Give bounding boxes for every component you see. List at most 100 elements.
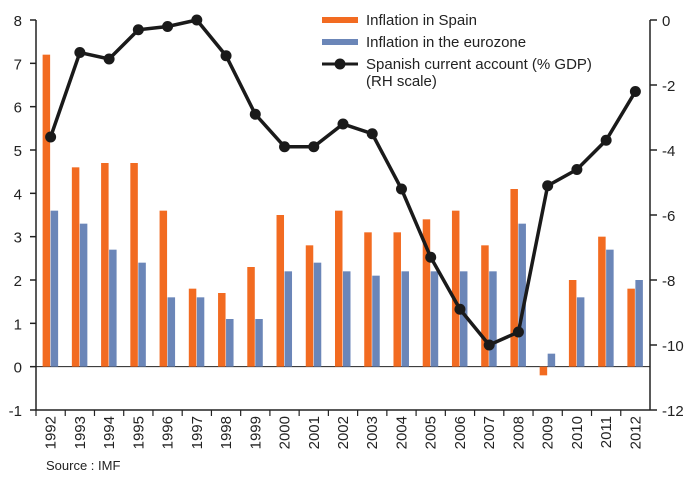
point	[425, 251, 437, 263]
x-tick-label: 2002	[335, 416, 352, 449]
bar	[518, 223, 526, 367]
y-tick-label: -1	[9, 403, 22, 420]
bar	[451, 210, 460, 367]
x-tick-label: 2009	[540, 416, 557, 449]
y2-tick-label: -12	[662, 403, 684, 420]
bar	[159, 210, 168, 367]
legend-label: Inflation in the eurozone	[366, 34, 526, 51]
bar	[196, 297, 205, 367]
bar	[401, 271, 409, 367]
x-tick-label: 1996	[160, 416, 177, 449]
point	[220, 50, 232, 62]
point	[191, 14, 203, 26]
point	[132, 24, 144, 36]
bar	[276, 215, 285, 367]
legend-swatch	[334, 58, 346, 70]
y2-tick-label: 0	[662, 13, 670, 30]
x-tick-label: 1992	[43, 416, 60, 449]
point	[454, 303, 466, 315]
y2-tick-label: -6	[662, 208, 675, 225]
bar	[284, 271, 293, 367]
point	[483, 339, 495, 351]
x-tick-label: 2004	[393, 416, 410, 449]
x-tick-label: 2011	[598, 416, 615, 448]
bar	[547, 353, 556, 367]
point	[366, 128, 378, 140]
x-tick-label: 2012	[627, 416, 644, 449]
bar	[635, 280, 643, 367]
bar	[247, 267, 255, 367]
bar	[598, 236, 606, 367]
source: Source : IMF	[46, 458, 120, 473]
bar	[50, 210, 59, 367]
bar	[79, 223, 88, 367]
y2-tick-label: -2	[662, 78, 675, 95]
legend-note: (RH scale)	[366, 73, 437, 90]
bar	[393, 232, 401, 367]
bar	[510, 189, 518, 367]
bar	[42, 54, 51, 367]
bar	[481, 245, 489, 367]
point	[74, 47, 86, 58]
point	[512, 326, 524, 338]
point	[45, 131, 57, 143]
y2-tick-label: -4	[662, 143, 675, 160]
bar	[188, 288, 197, 367]
bar	[130, 163, 138, 367]
legend-swatch	[322, 39, 358, 45]
y2-tick-label: -10	[662, 338, 684, 355]
x-tick-label: 2005	[423, 416, 440, 449]
legend-swatch	[322, 17, 358, 23]
y-tick-label: 6	[14, 100, 22, 117]
bar	[343, 271, 351, 367]
x-tick-label: 2001	[306, 416, 323, 449]
point	[600, 134, 612, 146]
bar	[489, 271, 497, 367]
bar	[71, 167, 80, 367]
bar	[101, 163, 109, 367]
bar	[372, 275, 380, 367]
x-tick-label: 1993	[72, 416, 89, 449]
y-tick-label: 4	[14, 186, 22, 203]
x-tick-label: 2007	[481, 416, 498, 449]
bar	[109, 249, 117, 367]
point	[337, 118, 349, 130]
bar	[167, 297, 176, 367]
x-tick-label: 1997	[189, 416, 206, 449]
bar	[606, 249, 614, 367]
x-tick-label: 2010	[569, 416, 586, 449]
y-tick-label: 8	[14, 13, 22, 30]
bar	[539, 366, 548, 376]
bar	[305, 245, 314, 367]
x-tick-label: 2003	[364, 416, 381, 449]
y-tick-label: 7	[14, 56, 22, 73]
bar	[459, 271, 468, 367]
y-tick-label: 2	[14, 273, 22, 290]
point	[162, 21, 174, 32]
x-tick-label: 2000	[277, 416, 294, 449]
bar	[313, 262, 322, 367]
bar	[568, 280, 577, 367]
y-tick-label: 3	[14, 230, 22, 247]
x-tick-label: 1994	[101, 416, 118, 449]
bar	[576, 297, 585, 367]
point	[395, 183, 407, 195]
y-tick-label: 5	[14, 143, 22, 160]
x-tick-label: 2008	[510, 416, 527, 449]
bar	[138, 262, 146, 367]
x-tick-label: 2006	[452, 416, 469, 449]
bar	[430, 271, 439, 367]
y2-tick-label: -8	[662, 273, 675, 290]
bar	[364, 232, 372, 367]
legend-label: Inflation in Spain	[366, 12, 477, 29]
point	[629, 86, 641, 97]
bar	[627, 288, 635, 367]
bar	[335, 210, 343, 367]
x-tick-label: 1999	[247, 416, 264, 449]
bar	[422, 219, 431, 367]
point	[571, 164, 583, 175]
point	[249, 108, 261, 120]
bar	[255, 319, 263, 367]
point	[103, 53, 115, 65]
